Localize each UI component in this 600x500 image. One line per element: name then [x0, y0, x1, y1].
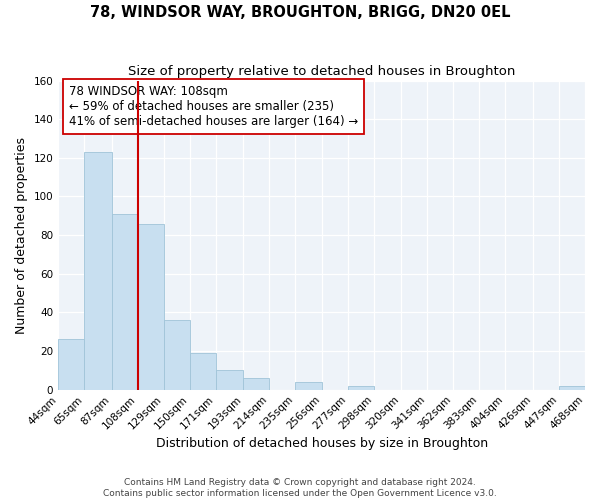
Text: 78 WINDSOR WAY: 108sqm
← 59% of detached houses are smaller (235)
41% of semi-de: 78 WINDSOR WAY: 108sqm ← 59% of detached…: [69, 85, 358, 128]
Bar: [137, 224, 164, 390]
Bar: [58, 340, 84, 390]
Text: Contains HM Land Registry data © Crown copyright and database right 2024.
Contai: Contains HM Land Registry data © Crown c…: [103, 478, 497, 498]
Bar: [559, 386, 585, 390]
Title: Size of property relative to detached houses in Broughton: Size of property relative to detached ho…: [128, 65, 515, 78]
Bar: [295, 382, 322, 390]
Bar: [190, 353, 216, 390]
Text: 78, WINDSOR WAY, BROUGHTON, BRIGG, DN20 0EL: 78, WINDSOR WAY, BROUGHTON, BRIGG, DN20 …: [90, 5, 510, 20]
Bar: [347, 386, 374, 390]
Bar: [164, 320, 190, 390]
Bar: [112, 214, 137, 390]
Bar: [84, 152, 112, 390]
Y-axis label: Number of detached properties: Number of detached properties: [15, 136, 28, 334]
X-axis label: Distribution of detached houses by size in Broughton: Distribution of detached houses by size …: [155, 437, 488, 450]
Bar: [244, 378, 269, 390]
Bar: [216, 370, 244, 390]
